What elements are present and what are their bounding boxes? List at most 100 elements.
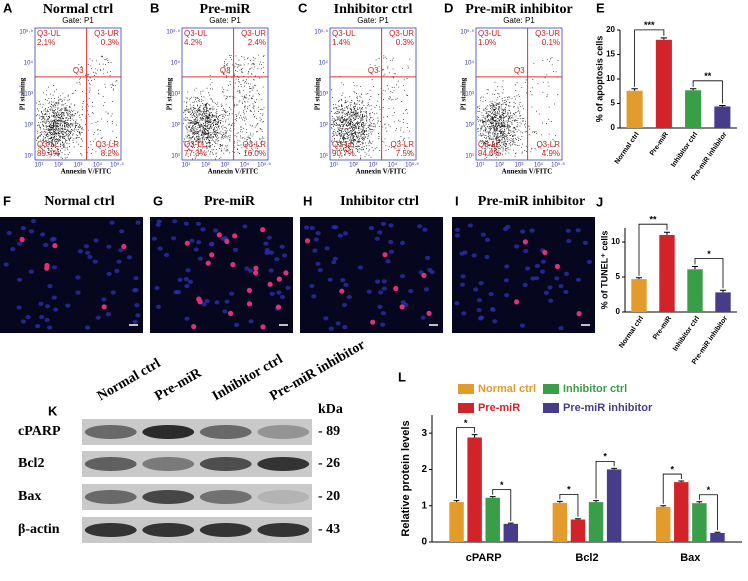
nucleus bbox=[473, 287, 478, 291]
event-dot bbox=[509, 140, 510, 141]
event-dot bbox=[514, 132, 515, 133]
event-dot bbox=[348, 132, 349, 133]
event-dot bbox=[80, 84, 81, 85]
event-dot bbox=[356, 116, 357, 117]
event-dot bbox=[557, 94, 558, 95]
nucleus bbox=[520, 230, 525, 234]
event-dot bbox=[46, 121, 47, 122]
event-dot bbox=[494, 110, 495, 111]
event-dot bbox=[256, 118, 257, 119]
event-dot bbox=[404, 138, 405, 139]
event-dot bbox=[192, 137, 193, 138]
nucleus bbox=[51, 237, 56, 241]
event-dot bbox=[530, 91, 531, 92]
event-dot bbox=[115, 85, 116, 86]
event-dot bbox=[332, 120, 333, 121]
event-dot bbox=[50, 106, 51, 107]
event-dot bbox=[507, 122, 508, 123]
event-dot bbox=[226, 112, 227, 113]
event-dot bbox=[54, 113, 55, 114]
event-dot bbox=[208, 116, 209, 117]
event-dot bbox=[207, 123, 208, 124]
event-dot bbox=[510, 145, 511, 146]
event-dot bbox=[512, 120, 513, 121]
event-dot bbox=[193, 123, 194, 124]
event-dot bbox=[348, 125, 349, 126]
event-dot bbox=[91, 153, 92, 154]
event-dot bbox=[504, 137, 505, 138]
tunel-positive bbox=[277, 277, 282, 282]
nucleus bbox=[174, 290, 179, 294]
event-dot bbox=[495, 108, 496, 109]
event-dot bbox=[501, 106, 502, 107]
event-dot bbox=[65, 154, 66, 155]
event-dot bbox=[202, 115, 203, 116]
event-dot bbox=[196, 114, 197, 115]
event-dot bbox=[479, 120, 480, 121]
event-dot bbox=[103, 64, 104, 65]
event-dot bbox=[57, 133, 58, 134]
event-dot bbox=[222, 91, 223, 92]
event-dot bbox=[335, 132, 336, 133]
event-dot bbox=[353, 107, 354, 108]
event-dot bbox=[54, 117, 55, 118]
event-dot bbox=[208, 151, 209, 152]
event-dot bbox=[105, 84, 106, 85]
event-dot bbox=[506, 104, 507, 105]
event-dot bbox=[404, 79, 405, 80]
event-dot bbox=[226, 64, 227, 65]
event-dot bbox=[488, 124, 489, 125]
event-dot bbox=[342, 108, 343, 109]
bar bbox=[467, 437, 481, 542]
event-dot bbox=[344, 138, 345, 139]
event-dot bbox=[60, 128, 61, 129]
event-dot bbox=[514, 144, 515, 145]
event-dot bbox=[73, 130, 74, 131]
event-dot bbox=[57, 103, 58, 104]
event-dot bbox=[210, 154, 211, 155]
event-dot bbox=[356, 117, 357, 118]
nucleus bbox=[525, 266, 530, 270]
event-dot bbox=[369, 125, 370, 126]
event-dot bbox=[500, 127, 501, 128]
event-dot bbox=[44, 119, 45, 120]
event-dot bbox=[63, 145, 64, 146]
event-dot bbox=[67, 113, 68, 114]
event-dot bbox=[83, 103, 84, 104]
event-dot bbox=[222, 146, 223, 147]
event-dot bbox=[377, 101, 378, 102]
event-dot bbox=[250, 138, 251, 139]
event-dot bbox=[230, 141, 231, 142]
event-dot bbox=[64, 123, 65, 124]
event-dot bbox=[398, 81, 399, 82]
event-dot bbox=[250, 68, 251, 69]
event-dot bbox=[248, 63, 249, 64]
protein-label: cPARP bbox=[18, 424, 61, 439]
event-dot bbox=[378, 133, 379, 134]
event-dot bbox=[337, 111, 338, 112]
event-dot bbox=[217, 138, 218, 139]
event-dot bbox=[352, 100, 353, 101]
event-dot bbox=[499, 126, 500, 127]
event-dot bbox=[210, 145, 211, 146]
event-dot bbox=[515, 129, 516, 130]
event-dot bbox=[499, 110, 500, 111]
event-dot bbox=[384, 75, 385, 76]
event-dot bbox=[338, 119, 339, 120]
error-bar bbox=[720, 290, 726, 292]
event-dot bbox=[226, 151, 227, 152]
event-dot bbox=[187, 129, 188, 130]
event-dot bbox=[46, 136, 47, 137]
event-dot bbox=[236, 136, 237, 137]
event-dot bbox=[203, 109, 204, 110]
event-dot bbox=[220, 123, 221, 124]
event-dot bbox=[216, 134, 217, 135]
event-dot bbox=[209, 143, 210, 144]
nucleus bbox=[461, 274, 466, 278]
event-dot bbox=[52, 109, 53, 110]
event-dot bbox=[519, 145, 520, 146]
event-dot bbox=[507, 148, 508, 149]
event-dot bbox=[209, 95, 210, 96]
event-dot bbox=[498, 125, 499, 126]
event-dot bbox=[83, 101, 84, 102]
